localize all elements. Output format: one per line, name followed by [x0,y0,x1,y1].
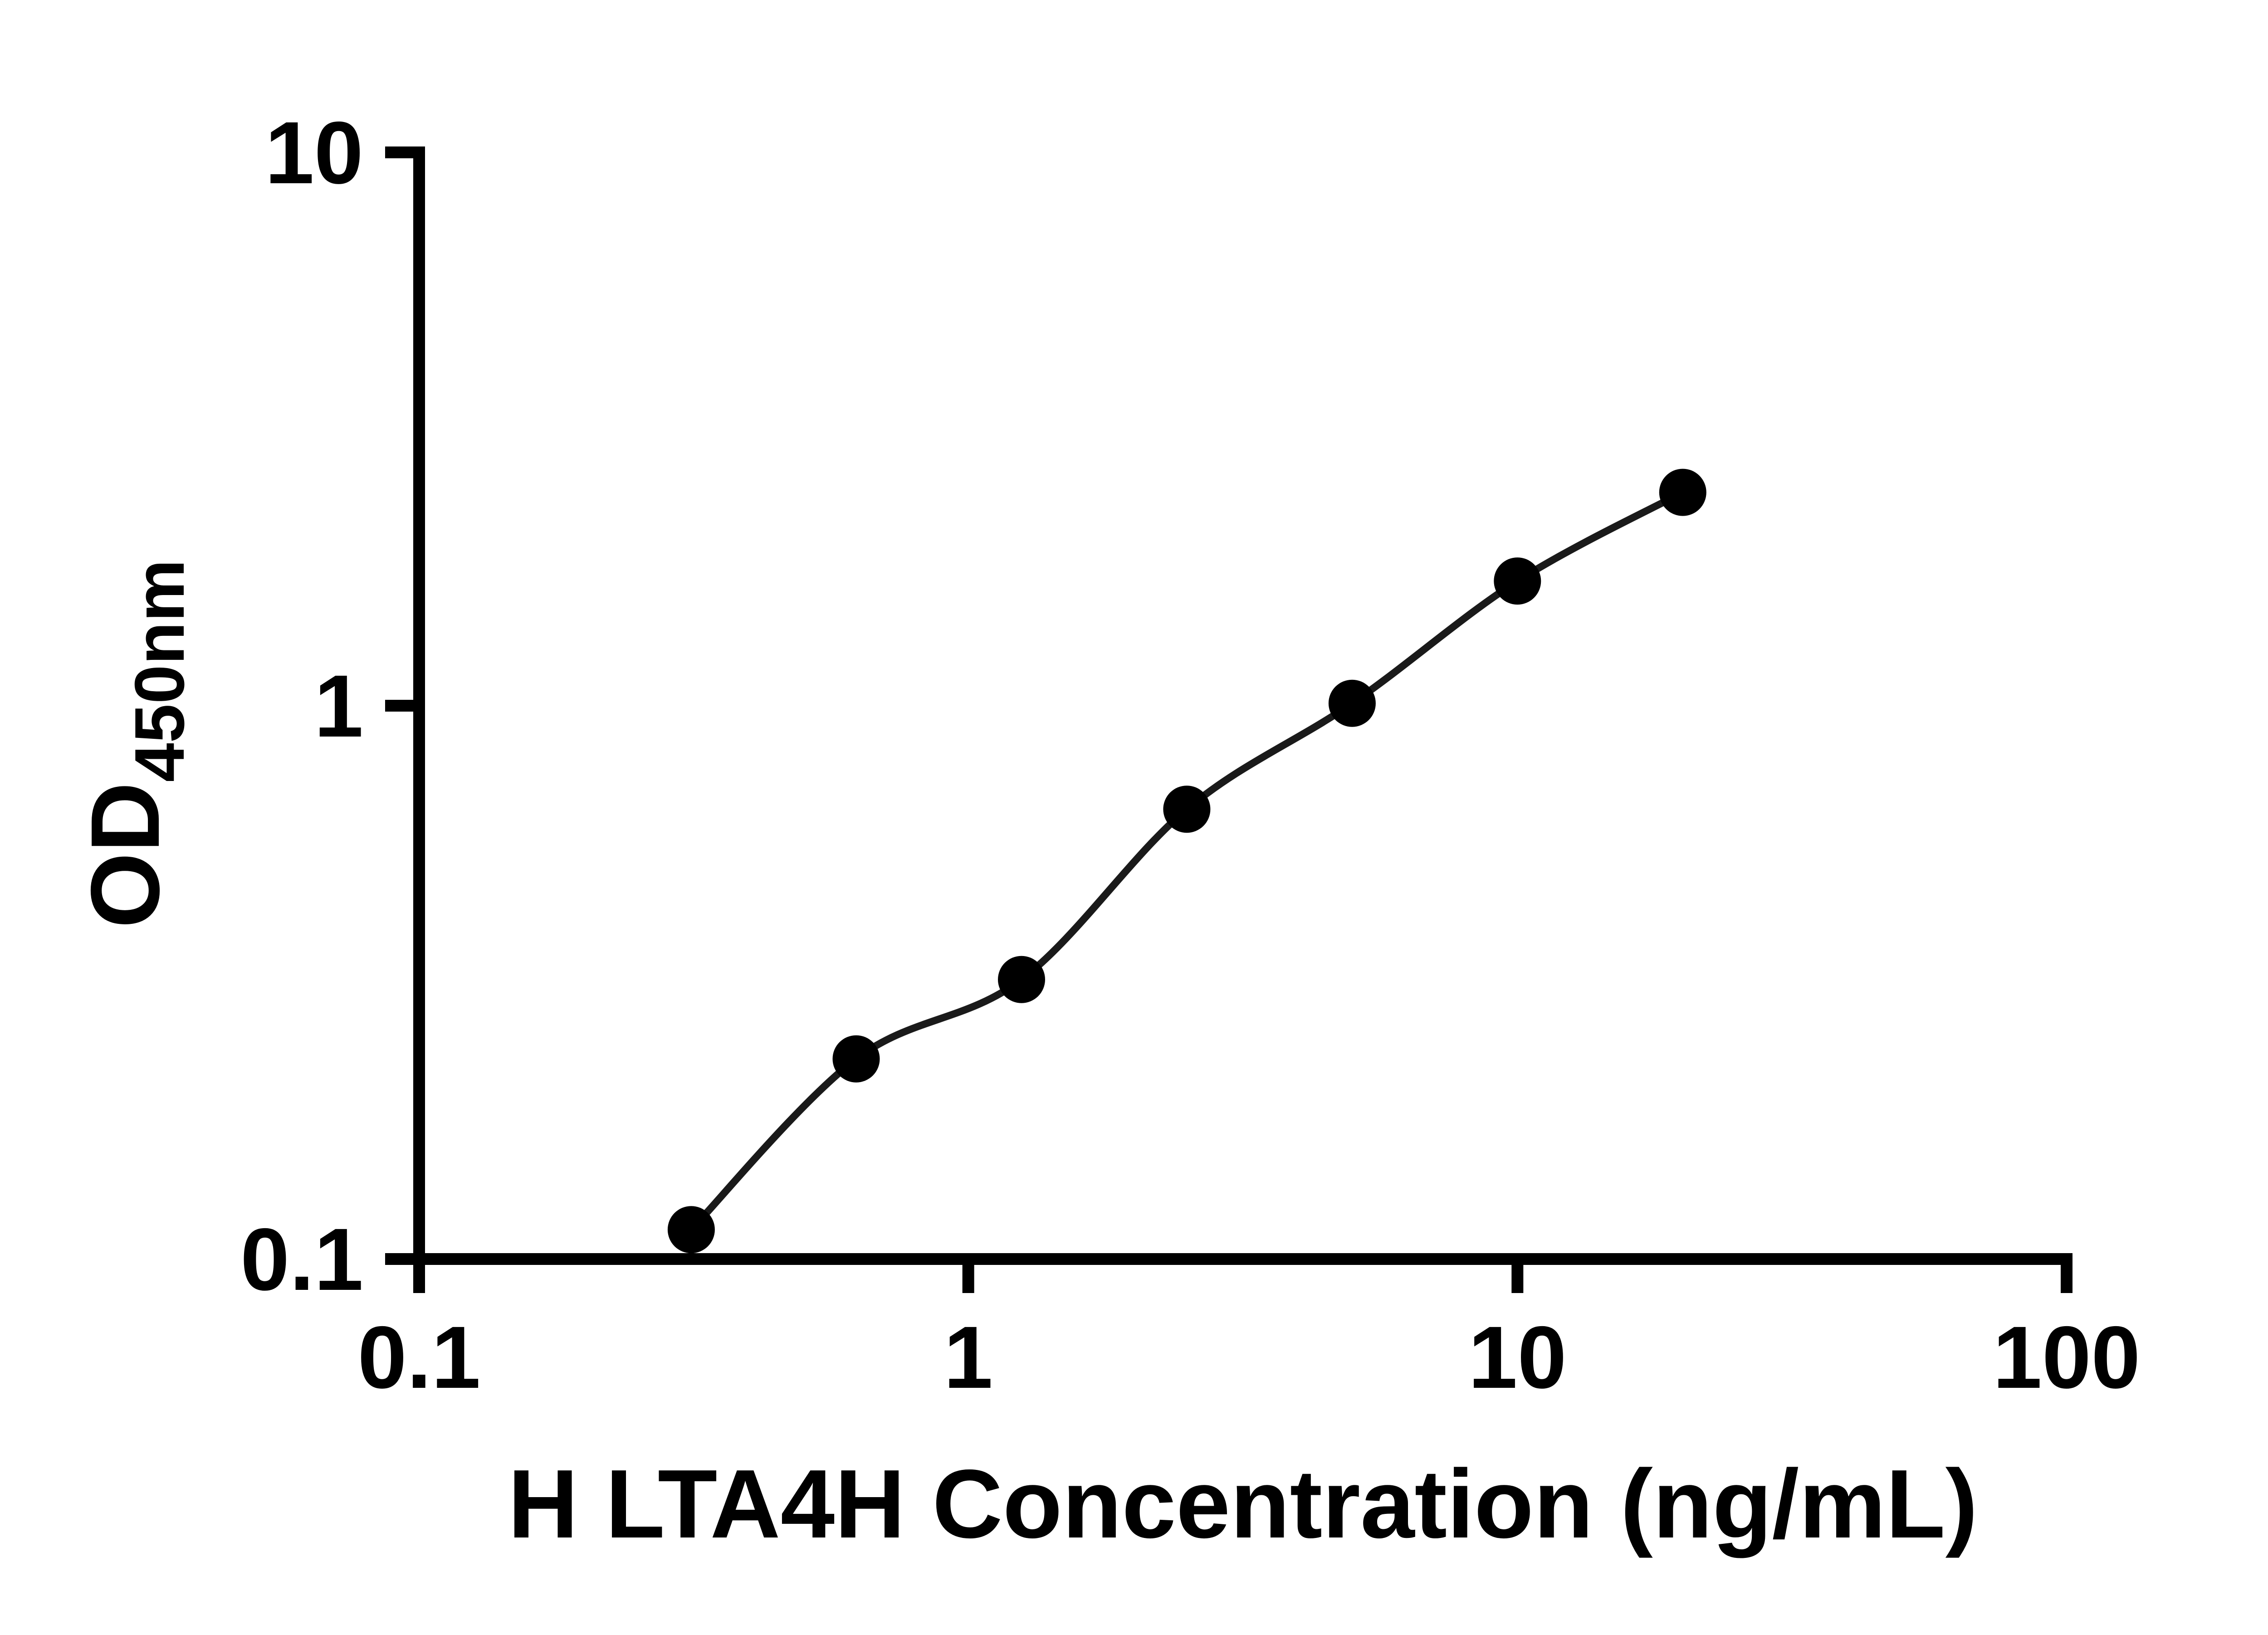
x-tick-label: 100 [1993,1308,2140,1407]
data-point [1494,557,1541,605]
y-tick-label: 0.1 [240,1210,363,1309]
y-axis-title-sub: 450nm [120,559,199,782]
y-tick-label: 1 [314,657,363,756]
data-point [667,1206,715,1254]
data-point [1659,469,1706,516]
data-point [1328,679,1376,727]
y-axis-title-main: OD [70,782,180,928]
x-tick-label: 1 [943,1308,992,1407]
fit-curve [689,489,1685,1232]
data-point [998,956,1045,1003]
tick-layer: 0.1 1 10 100 0.1 1 10 [240,103,2141,1407]
data-point [1163,786,1211,833]
x-tick-label: 0.1 [357,1308,480,1407]
data-point [832,1035,880,1083]
axes-layer [413,146,2072,1265]
y-tick-label: 10 [265,103,363,202]
plot-layer [667,469,1706,1254]
x-axis-title: H LTA4H Concentration (ng/mL) [508,1449,1978,1558]
y-axis-title: OD450nm [70,559,199,928]
x-tick-label: 10 [1468,1308,1567,1407]
